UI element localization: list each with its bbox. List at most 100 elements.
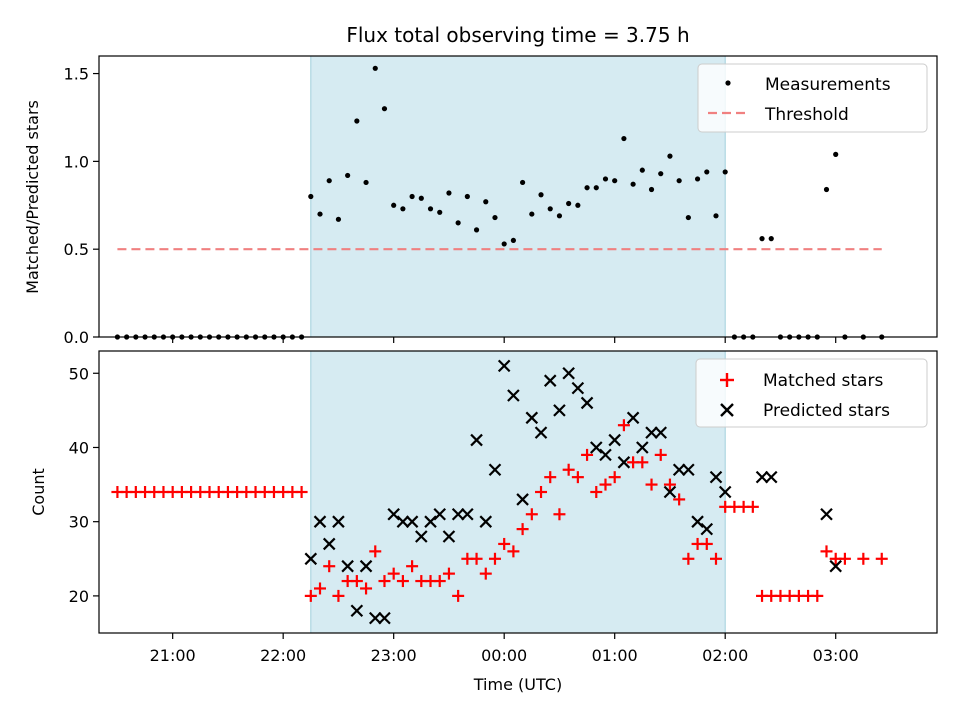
measurement-point [345,172,351,179]
predicted-star-point [525,411,539,425]
measurement-point [547,206,553,212]
predicted-star-point [332,515,345,528]
measurement-point [464,193,470,200]
matched-star-point [700,537,713,550]
predicted-star-point [313,515,327,528]
matched-star-point [535,486,548,498]
measurement-point [630,181,636,187]
measurement-point [326,178,332,184]
y-tick-label: 30 [69,513,89,532]
predicted-star-point [507,389,520,402]
matched-star-point [811,589,824,602]
matched-star-point [323,560,336,573]
measurement-point [602,176,609,182]
predicted-star-point [534,426,548,439]
x-tick-label: 00:00 [481,646,527,665]
x-tick-label: 03:00 [813,646,859,665]
measurement-point [492,214,498,221]
bottom-y-axis-label: Count [29,468,48,516]
predicted-star-point [599,448,612,462]
matched-star-point [875,552,888,565]
matched-star-point [553,508,566,521]
measurement-point [667,153,673,159]
x-tick-label: 23:00 [371,646,417,665]
matched-star-point [452,589,465,602]
x-tick-label: 01:00 [592,646,638,665]
bottom-y-ticks: 20 30 40 50 [69,364,99,606]
predicted-star-point [387,507,400,521]
predicted-star-point [359,559,373,573]
predicted-star-point [341,559,354,573]
measurement-point [473,227,480,233]
matched-star-point [360,582,373,595]
y-tick-label: 0.0 [64,328,89,347]
legend-marker-matched [720,373,734,387]
predicted-star-point [663,485,677,499]
predicted-star-point [617,456,631,469]
measurement-point [308,193,314,200]
legend-label-threshold: Threshold [764,105,849,125]
x-tick-label: 22:00 [260,646,306,665]
measurement-point [483,199,489,205]
predicted-star-point [755,470,769,484]
measurement-point [612,178,618,184]
bottom-panel: 20 30 40 50 21:00 22:00 23:00 00:00 01:00 02:00 0… [29,350,938,694]
legend-marker-measurements [725,80,731,86]
top-legend-box [697,63,928,133]
measurement-point [354,118,360,124]
predicted-star-point [829,559,842,573]
measurement-point [437,209,443,215]
matched-star-point [590,486,603,498]
measurement-point [409,193,415,200]
matched-star-point [387,567,400,580]
predicted-star-point [424,515,437,528]
matched-star-point [645,478,658,491]
matched-star-point [838,552,851,565]
matched-star-point [507,545,520,558]
predicted-star-point [626,411,640,425]
matched-star-point [525,508,538,521]
predicted-star-point [682,463,695,477]
predicted-star-point [322,537,336,551]
measurement-point [713,213,719,219]
matched-star-point [636,456,649,469]
measurement-point [833,151,839,157]
measurement-point [538,192,544,198]
measurement-point [391,202,397,208]
measurement-point [593,185,599,191]
predicted-star-point [396,515,410,528]
predicted-star-point [451,507,465,521]
measurement-point [621,135,627,142]
predicted-star-point [691,515,704,528]
matched-star-point [332,589,345,602]
predicted-star-point [497,359,511,373]
legend-label-measurements: Measurements [765,75,891,95]
y-tick-label: 40 [69,438,89,457]
measurement-point [529,211,535,217]
predicted-star-point [378,611,391,625]
predicted-star-point [516,493,529,506]
predicted-star-point [820,507,833,521]
measurement-point [648,186,655,193]
measurement-point [446,190,452,196]
measurement-point [556,213,563,219]
matched-star-point [682,552,695,565]
matched-star-point [304,589,317,602]
measurement-point [768,236,774,242]
matched-star-point [654,448,667,461]
measurement-point [823,186,830,193]
matched-star-point [488,552,501,565]
top-y-ticks: 0.0 0.5 1.0 1.5 [64,65,99,347]
legend-label-predicted: Predicted stars [763,401,890,421]
x-tick-label: 21:00 [150,646,196,665]
bottom-x-ticks: 21:00 22:00 23:00 00:00 01:00 02:00 03:00 [150,633,859,665]
predicted-star-point [672,463,686,477]
top-legend: Measurements Threshold [697,63,928,133]
matched-star-point [406,560,419,573]
matched-star-point [820,545,833,558]
predicted-star-point [571,381,585,395]
y-tick-label: 1.5 [64,65,89,84]
predicted-star-point [709,470,723,484]
predicted-star-point [405,515,419,528]
